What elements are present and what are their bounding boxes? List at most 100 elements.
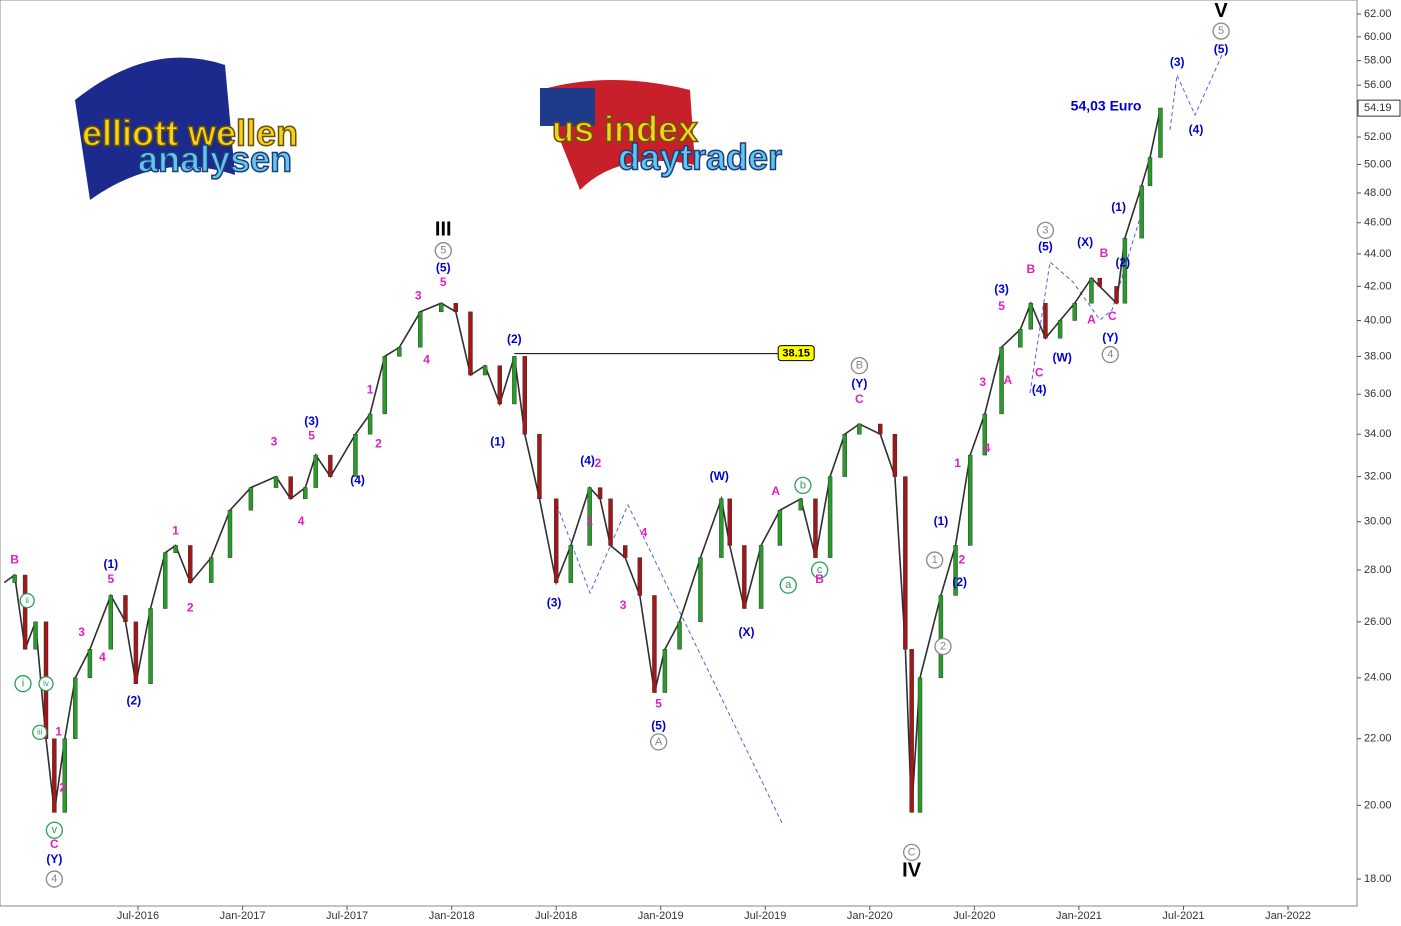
candle [967,454,973,546]
wave-label: (W) [1053,350,1072,364]
wave-label: 54,03 Euro [1071,97,1142,113]
candle [73,677,78,739]
candle [909,649,914,813]
wave-label: A [655,736,663,748]
logo-usindex: us index daytrader [540,80,783,190]
wave-label: v [52,824,58,836]
us-flag-canton [540,88,595,126]
candle [903,476,908,650]
candle [173,545,178,553]
wave-label: 1 [586,514,593,528]
wave-label: B [1026,262,1035,276]
x-tick-label: Jan-2019 [638,910,684,922]
wave-circle [14,675,32,693]
candle [497,365,502,405]
wave-label: III [435,219,452,241]
wave-label: (3) [1170,55,1185,69]
candle [637,557,643,596]
wave-label: (X) [738,625,754,639]
wave-label: B [10,552,19,566]
candle [662,649,668,693]
wave-label: B [1100,246,1109,260]
candle [1122,237,1128,304]
candle [1018,329,1023,348]
reference-label-box [777,345,815,362]
wave-label: (Y) [1102,330,1118,344]
wave-label: (2) [1115,256,1130,270]
candle [917,677,923,813]
candle [652,595,657,693]
wave-label: (5) [1214,42,1229,56]
candle [622,545,628,558]
y-tick-label: 30.00 [1364,516,1392,528]
wave-label: 4 [298,514,305,528]
logo-text: analysen [138,139,292,180]
candle [162,552,168,609]
guide-line [1169,54,1223,131]
wave-label: 5 [308,428,315,442]
wave-circle [32,724,48,741]
x-tick-label: Jul-2021 [1162,910,1204,922]
wave-label: 4 [641,526,648,540]
candle [248,487,254,511]
y-tick-label: 36.00 [1364,388,1392,400]
wave-label: (5) [651,718,666,732]
wave-label: (Y) [46,852,62,866]
candle [382,356,387,415]
candle [727,498,732,546]
wave-circle [38,676,54,692]
candle [1028,303,1034,330]
wave-label: 1 [55,725,62,739]
candle [553,498,559,583]
wave-label: C [908,846,916,858]
candle [1158,107,1163,158]
candle [999,347,1004,415]
candle [418,311,423,348]
candle [1114,286,1119,304]
wave-label: 3 [271,435,278,449]
wave-label: (4) [350,473,365,487]
wave-circle [934,637,952,656]
y-tick-label: 20.00 [1364,799,1392,811]
wave-label: (1) [1111,200,1126,214]
x-tick-label: Jul-2019 [744,910,786,922]
wave-label: 3 [415,289,422,303]
wave-label: 3 [979,375,986,389]
wave-label: (W) [710,469,729,483]
last-value-label: 54.19 [1364,102,1392,114]
wave-label: 5 [440,275,447,289]
wave-label: 5 [1218,25,1224,37]
wave-label: (2) [507,332,522,346]
wave-label: 4 [423,352,430,366]
candle [1089,277,1094,304]
candle [568,545,574,583]
x-tick-label: Jul-2017 [326,910,368,922]
wave-label: 4 [984,441,991,455]
wave-label: b [800,479,806,491]
wave-label: 2 [595,456,602,470]
wave-label: V [1214,0,1228,22]
candle [1043,303,1048,339]
wave-label: A [1087,313,1096,327]
wave-label: 1 [172,523,179,537]
wave-label: C [1108,309,1117,323]
wave-circle [902,843,921,862]
y-tick-label: 38.00 [1364,350,1392,362]
wave-label: (4) [580,454,595,468]
wave-label: 2 [375,437,382,451]
candle [522,356,528,435]
wave-label: (Y) [851,377,867,391]
candle [608,498,613,546]
wave-circle [1212,22,1230,40]
y-tick-label: 28.00 [1364,564,1392,576]
candle [698,557,703,623]
wave-label: 3 [78,625,85,639]
wave-circle [649,733,668,751]
candle [938,595,944,679]
wave-label: 5 [655,697,662,711]
x-tick-label: Jul-2016 [117,910,159,922]
y-tick-label: 42.00 [1364,280,1392,292]
y-tick-label: 26.00 [1364,616,1392,628]
y-tick-label: 60.00 [1364,31,1392,43]
